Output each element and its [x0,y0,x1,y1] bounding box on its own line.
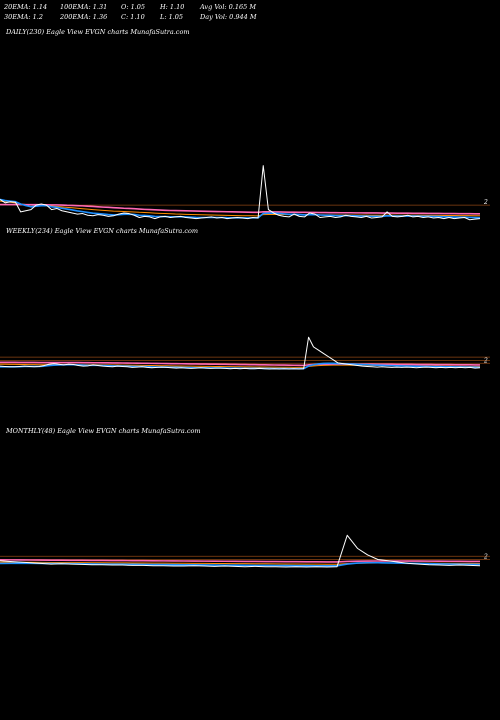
daily-chart-title: DAILY(230) Eagle View EVGN charts Munafa… [6,28,190,36]
y-tick-label: 2 [483,553,488,560]
ema-short-line [0,561,481,567]
y-tick-label: 2 [483,199,488,206]
header-avg-vol: Avg Vol: 0.165 M [200,3,257,11]
weekly-chart-title: WEEKLY(234) Eagle View EVGN charts Munaf… [6,227,199,235]
header-100ema: 100EMA: 1.31 [60,3,108,11]
price-line [0,534,481,568]
header-open: O: 1.05 [121,3,146,11]
price-line [0,165,481,221]
header-low: L: 1.05 [160,13,184,21]
header-200ema: 200EMA: 1.36 [60,13,108,21]
header-20ema: 20EMA: 1.14 [4,3,48,11]
daily-chart: 2 [0,165,490,221]
price-line [0,336,481,370]
weekly-chart: 2 [0,336,490,370]
ema-short-line [0,362,481,370]
ema-mid-line [0,203,480,215]
header-30ema: 30EMA: 1.2 [4,13,43,21]
monthly-chart-title: MONTHLY(48) Eagle View EVGN charts Munaf… [6,427,201,435]
ema-mid-line [0,559,481,563]
header-close: C: 1.10 [121,13,145,21]
monthly-chart: 2 [0,534,490,568]
header-high: H: 1.10 [160,3,185,11]
ema-mid-line [0,361,480,367]
header-day-vol: Day Vol: 0.944 M [200,13,257,21]
y-tick-label: 2 [483,357,488,364]
